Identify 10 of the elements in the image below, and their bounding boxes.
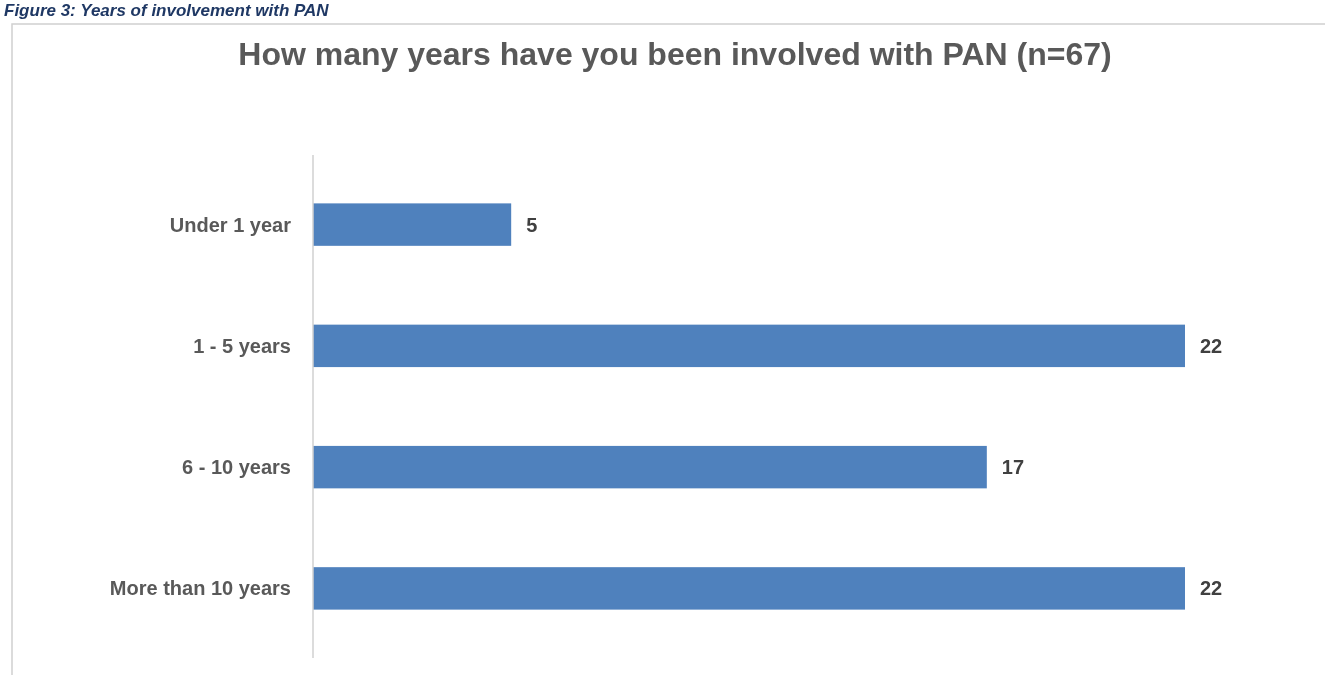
y-tick-label: 6 - 10 years: [182, 456, 291, 479]
data-label: 17: [1001, 456, 1025, 479]
y-tick-label: More than 10 years: [109, 577, 291, 600]
caption: Figure 3: Years of involvement with PAN: [4, 1, 330, 20]
y-tick-label: Under 1 year: [169, 213, 292, 236]
chart-title: How many years have you been involved with PAN (n=67): [238, 36, 1112, 72]
y-tick-label: 1 - 5 years: [193, 334, 291, 357]
data-label: 22: [1200, 334, 1223, 357]
data-label: 22: [1200, 577, 1223, 600]
data-label: 5: [526, 213, 538, 236]
